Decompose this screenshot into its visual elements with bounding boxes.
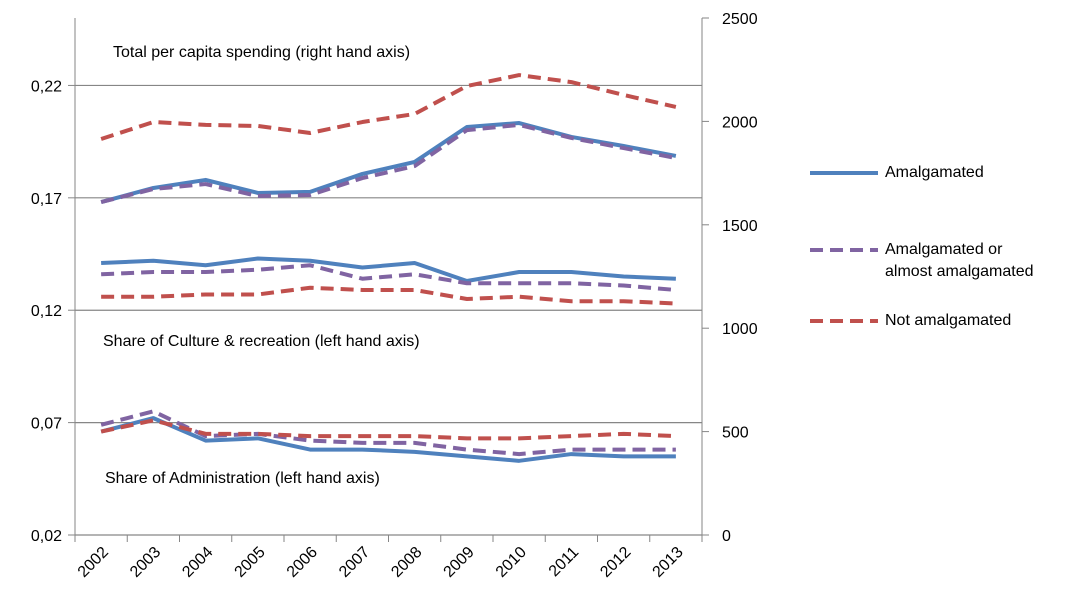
y2-tick-label: 0 [722,528,731,545]
x-tick-label: 2004 [179,544,216,581]
series-line [101,263,677,292]
legend-label: Not amalgamated [885,312,1012,329]
y-tick-label: 0,07 [31,416,62,433]
annotation: Share of Administration (left hand axis) [105,470,380,487]
y-tick-label: 0,22 [31,78,62,95]
series-line [101,256,676,283]
x-tick-label: 2012 [597,544,634,581]
series-line [100,121,677,204]
series-line [100,73,677,141]
y2-tick-label: 1500 [722,218,758,235]
y2-tick-label: 500 [722,425,749,442]
x-tick-label: 2003 [127,544,164,581]
series-line [100,416,676,463]
y-tick-label: 0,12 [31,303,62,320]
annotation: Total per capita spending (right hand ax… [113,44,410,61]
x-tick-label: 2013 [650,544,687,581]
x-tick-label: 2008 [388,544,425,581]
x-tick-label: 2005 [232,544,269,581]
y2-tick-label: 2000 [722,114,758,131]
x-tick-label: 2006 [284,544,321,581]
series-line [100,418,676,441]
x-tick-label: 2011 [546,544,582,580]
y2-tick-label: 2500 [722,11,758,28]
x-tick-label: 2007 [336,544,373,581]
legend-label: Amalgamated [885,164,984,181]
series-line [100,409,676,457]
y-tick-label: 0,02 [31,528,62,545]
x-tick-label: 2010 [493,544,530,581]
y-tick-label: 0,17 [31,191,62,208]
x-tick-label: 2002 [75,544,112,581]
y2-tick-label: 1000 [722,321,758,338]
x-tick-label: 2009 [441,544,478,581]
legend-label: Amalgamated or almost amalgamated [885,241,1034,280]
annotation: Share of Culture & recreation (left hand… [103,333,420,350]
series-line [101,285,676,306]
series-line [100,122,677,204]
